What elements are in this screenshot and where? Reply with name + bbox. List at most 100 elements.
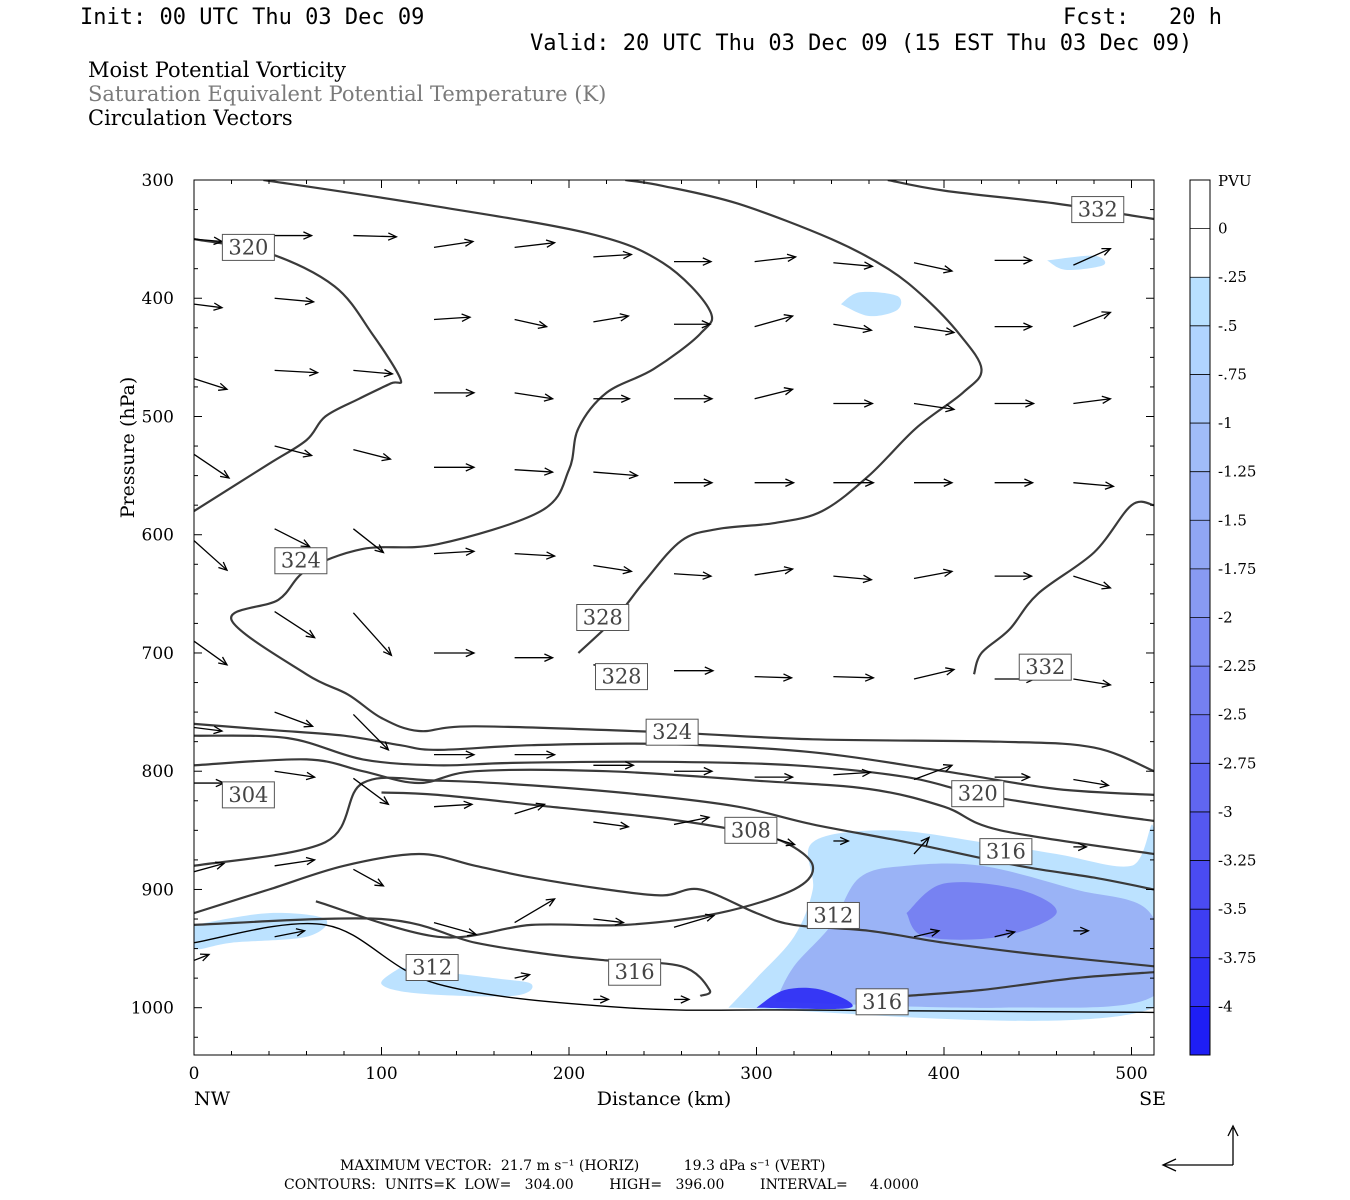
colorbar-label: -3.5 xyxy=(1218,900,1247,918)
colorbar-cell xyxy=(1190,520,1210,570)
colorbar-label: -3 xyxy=(1218,803,1233,821)
vector-head xyxy=(703,766,714,776)
circulation-vector xyxy=(514,552,555,557)
vector-head xyxy=(465,463,476,472)
contour-label-box xyxy=(221,781,275,809)
colorbar-label: -2.5 xyxy=(1218,706,1247,724)
colorbar-cell xyxy=(1190,423,1210,473)
vector-head xyxy=(1023,571,1034,581)
contour-line-320 xyxy=(194,758,1154,856)
footer-max-vector: MAXIMUM VECTOR: 21.7 m s⁻¹ (HORIZ) 19.3 … xyxy=(340,1158,826,1174)
footer-contours: CONTOURS: UNITS=K LOW= 304.00 HIGH= 396.… xyxy=(284,1177,919,1193)
vector-head xyxy=(680,995,691,1004)
circulation-vector xyxy=(274,770,315,778)
x-end-label-left: NW xyxy=(194,1088,231,1110)
vector-head xyxy=(305,856,317,866)
colorbar-cell xyxy=(1190,617,1210,667)
vector-head xyxy=(303,231,314,240)
circulation-vector xyxy=(1073,311,1111,328)
vector-head xyxy=(218,382,229,391)
vector-head xyxy=(1101,679,1112,688)
init-time: Init: 00 UTC Thu 03 Dec 09 xyxy=(80,5,425,30)
vector-head xyxy=(302,449,314,458)
circulation-vector xyxy=(274,528,310,548)
circulation-vector xyxy=(433,550,475,555)
pv-shading xyxy=(194,255,1154,1021)
circulation-vector xyxy=(1073,247,1111,266)
x-tick-label: 400 xyxy=(928,1064,960,1084)
pv-shade-region xyxy=(1047,255,1106,271)
contour-label-box xyxy=(274,547,328,575)
vector-head xyxy=(464,238,475,247)
vector-head xyxy=(465,388,476,398)
pv-shade-region xyxy=(906,882,1057,940)
colorbar-cell xyxy=(1190,909,1210,959)
vector-head xyxy=(546,750,557,759)
contour-label: 332 xyxy=(1025,655,1065,679)
vector-head xyxy=(374,878,385,887)
circulation-vector xyxy=(194,640,228,666)
vector-head xyxy=(945,404,956,413)
contour-label-box xyxy=(405,954,459,981)
colorbar-label: -1.75 xyxy=(1218,560,1256,578)
circulation-vector xyxy=(913,764,953,781)
vector-head xyxy=(382,646,393,657)
colorbar-cell xyxy=(1190,471,1210,521)
vector-head xyxy=(863,261,874,270)
vector-head xyxy=(624,761,635,770)
contour-label-box xyxy=(724,816,778,844)
circulation-vector xyxy=(833,675,874,679)
vector-head xyxy=(783,566,795,575)
y-tick-label: 700 xyxy=(142,644,174,664)
circulation-vector xyxy=(274,711,313,727)
contour-line-316 xyxy=(906,971,1154,997)
vector-head xyxy=(861,768,873,778)
vector-head xyxy=(535,802,547,811)
circulation-vector xyxy=(194,238,223,243)
circulation-vector xyxy=(274,369,318,374)
circulation-vector xyxy=(913,930,940,938)
terrain-line xyxy=(194,922,1154,1014)
contour-label-box xyxy=(1071,196,1125,224)
vector-head xyxy=(520,972,532,981)
colorbar-cell xyxy=(1190,957,1210,1007)
circulation-vector xyxy=(194,453,230,479)
vector-head xyxy=(543,393,555,402)
circulation-vector xyxy=(593,315,629,323)
vector-head xyxy=(383,368,394,378)
pv-shade-region xyxy=(194,912,328,950)
vector-head xyxy=(545,898,556,907)
x-tick-label: 500 xyxy=(1115,1064,1147,1084)
circulation-vector xyxy=(754,315,793,328)
contour-line-332 xyxy=(972,500,1154,675)
circulation-vector xyxy=(593,471,638,477)
circulation-vector xyxy=(514,803,545,815)
vector-head xyxy=(544,653,555,662)
y-axis-label: Pressure (hPa) xyxy=(117,377,139,519)
x-tick-label: 300 xyxy=(740,1064,772,1084)
vector-head xyxy=(215,861,226,870)
y-tick-label: 800 xyxy=(142,762,174,782)
contour-label-box xyxy=(595,663,648,691)
circulation-vector xyxy=(593,253,632,258)
vector-head xyxy=(783,387,795,396)
vector-head xyxy=(1101,395,1112,404)
vector-head xyxy=(599,995,610,1004)
colorbar-cell xyxy=(1190,325,1210,375)
contour-label-box xyxy=(221,233,275,261)
vector-head xyxy=(862,574,873,584)
vector-head xyxy=(387,232,398,241)
colorbar-label: -.5 xyxy=(1218,317,1237,335)
colorbar-cell xyxy=(1190,568,1210,618)
circulation-vector xyxy=(1073,778,1109,787)
circulation-vector xyxy=(514,318,547,328)
vector-head xyxy=(1024,478,1035,487)
vector-head xyxy=(930,928,941,937)
vector-head xyxy=(545,239,557,248)
vector-head xyxy=(543,467,555,476)
vector-head xyxy=(704,666,715,675)
colorbar-cell xyxy=(1190,860,1210,910)
vector-head xyxy=(308,368,320,377)
circulation-vector xyxy=(352,528,384,553)
colorbar-cell xyxy=(1190,666,1210,716)
